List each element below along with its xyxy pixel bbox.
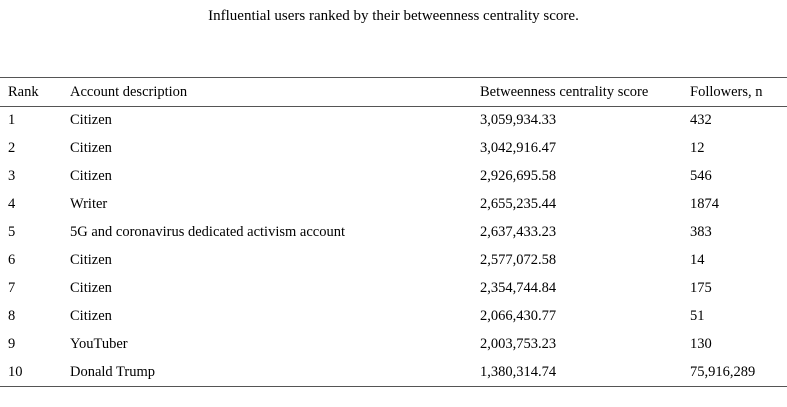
cell-account-description: Citizen [70, 168, 112, 184]
cell-rank: 10 [8, 363, 23, 380]
cell-rank: 7 [8, 280, 16, 296]
cell-score: 2,637,433.23 [480, 224, 557, 240]
table-row: 7 Citizen 2,354,744.84 175 [0, 275, 787, 303]
cell-score: 2,354,744.84 [480, 280, 557, 296]
table-header: Rank Account description Betweenness cen… [0, 77, 787, 107]
cell-score: 2,926,695.58 [480, 168, 557, 184]
cell-account-description: Donald Trump [70, 363, 156, 380]
cell-rank: 5 [8, 224, 16, 240]
cell-account-description: Citizen [70, 140, 112, 156]
cell-rank: 1 [8, 112, 16, 129]
header-row: Rank Account description Betweenness cen… [0, 77, 787, 107]
cell-followers: 75,916,289 [690, 363, 756, 380]
table-body: 1 Citizen 3,059,934.33 432 2 Citizen 3,0… [0, 107, 787, 387]
cell-followers: 175 [690, 280, 712, 296]
cell-followers: 546 [690, 168, 712, 184]
cell-score: 2,066,430.77 [480, 308, 557, 324]
cell-account-description: Citizen [70, 252, 112, 268]
cell-followers: 12 [690, 140, 705, 156]
cell-account-description: Citizen [70, 112, 112, 129]
cell-followers: 14 [690, 252, 705, 268]
cell-account-description: Citizen [70, 280, 112, 296]
table-row: 5 5G and coronavirus dedicated activism … [0, 219, 787, 247]
col-header-rank: Rank [0, 77, 62, 107]
cell-followers: 130 [690, 336, 712, 352]
cell-score: 1,380,314.74 [480, 363, 557, 380]
cell-followers: 383 [690, 224, 712, 240]
cell-rank: 8 [8, 308, 16, 324]
table-row: 10 Donald Trump 1,380,314.74 75,916,289 [0, 359, 787, 387]
cell-rank: 9 [8, 336, 16, 352]
cell-score: 2,655,235.44 [480, 196, 557, 212]
cell-score: 3,059,934.33 [480, 112, 557, 129]
cell-score: 2,003,753.23 [480, 336, 557, 352]
influential-users-table: Rank Account description Betweenness cen… [0, 77, 787, 387]
table-row: 8 Citizen 2,066,430.77 51 [0, 303, 787, 331]
cell-rank: 6 [8, 252, 16, 268]
table-row: 2 Citizen 3,042,916.47 12 [0, 135, 787, 163]
col-header-followers: Followers, n [682, 77, 787, 107]
col-header-account-description: Account description [62, 77, 472, 107]
table-row: 3 Citizen 2,926,695.58 546 [0, 163, 787, 191]
cell-account-description: Writer [70, 196, 108, 212]
cell-followers: 1874 [690, 196, 719, 212]
cell-account-description: 5G and coronavirus dedicated activism ac… [70, 224, 345, 240]
cell-followers: 432 [690, 112, 712, 129]
col-header-betweenness-centrality-score: Betweenness centrality score [472, 77, 682, 107]
table-row: 1 Citizen 3,059,934.33 432 [0, 107, 787, 135]
cell-rank: 3 [8, 168, 16, 184]
cell-score: 3,042,916.47 [480, 140, 557, 156]
cell-rank: 4 [8, 196, 16, 212]
cell-followers: 51 [690, 308, 705, 324]
cell-account-description: Citizen [70, 308, 112, 324]
table-row: 4 Writer 2,655,235.44 1874 [0, 191, 787, 219]
table-caption: Influential users ranked by their betwee… [208, 8, 579, 24]
table-row: 6 Citizen 2,577,072.58 14 [0, 247, 787, 275]
cell-rank: 2 [8, 140, 16, 156]
cell-score: 2,577,072.58 [480, 252, 557, 268]
cell-account-description: YouTuber [70, 336, 128, 352]
table-row: 9 YouTuber 2,003,753.23 130 [0, 331, 787, 359]
